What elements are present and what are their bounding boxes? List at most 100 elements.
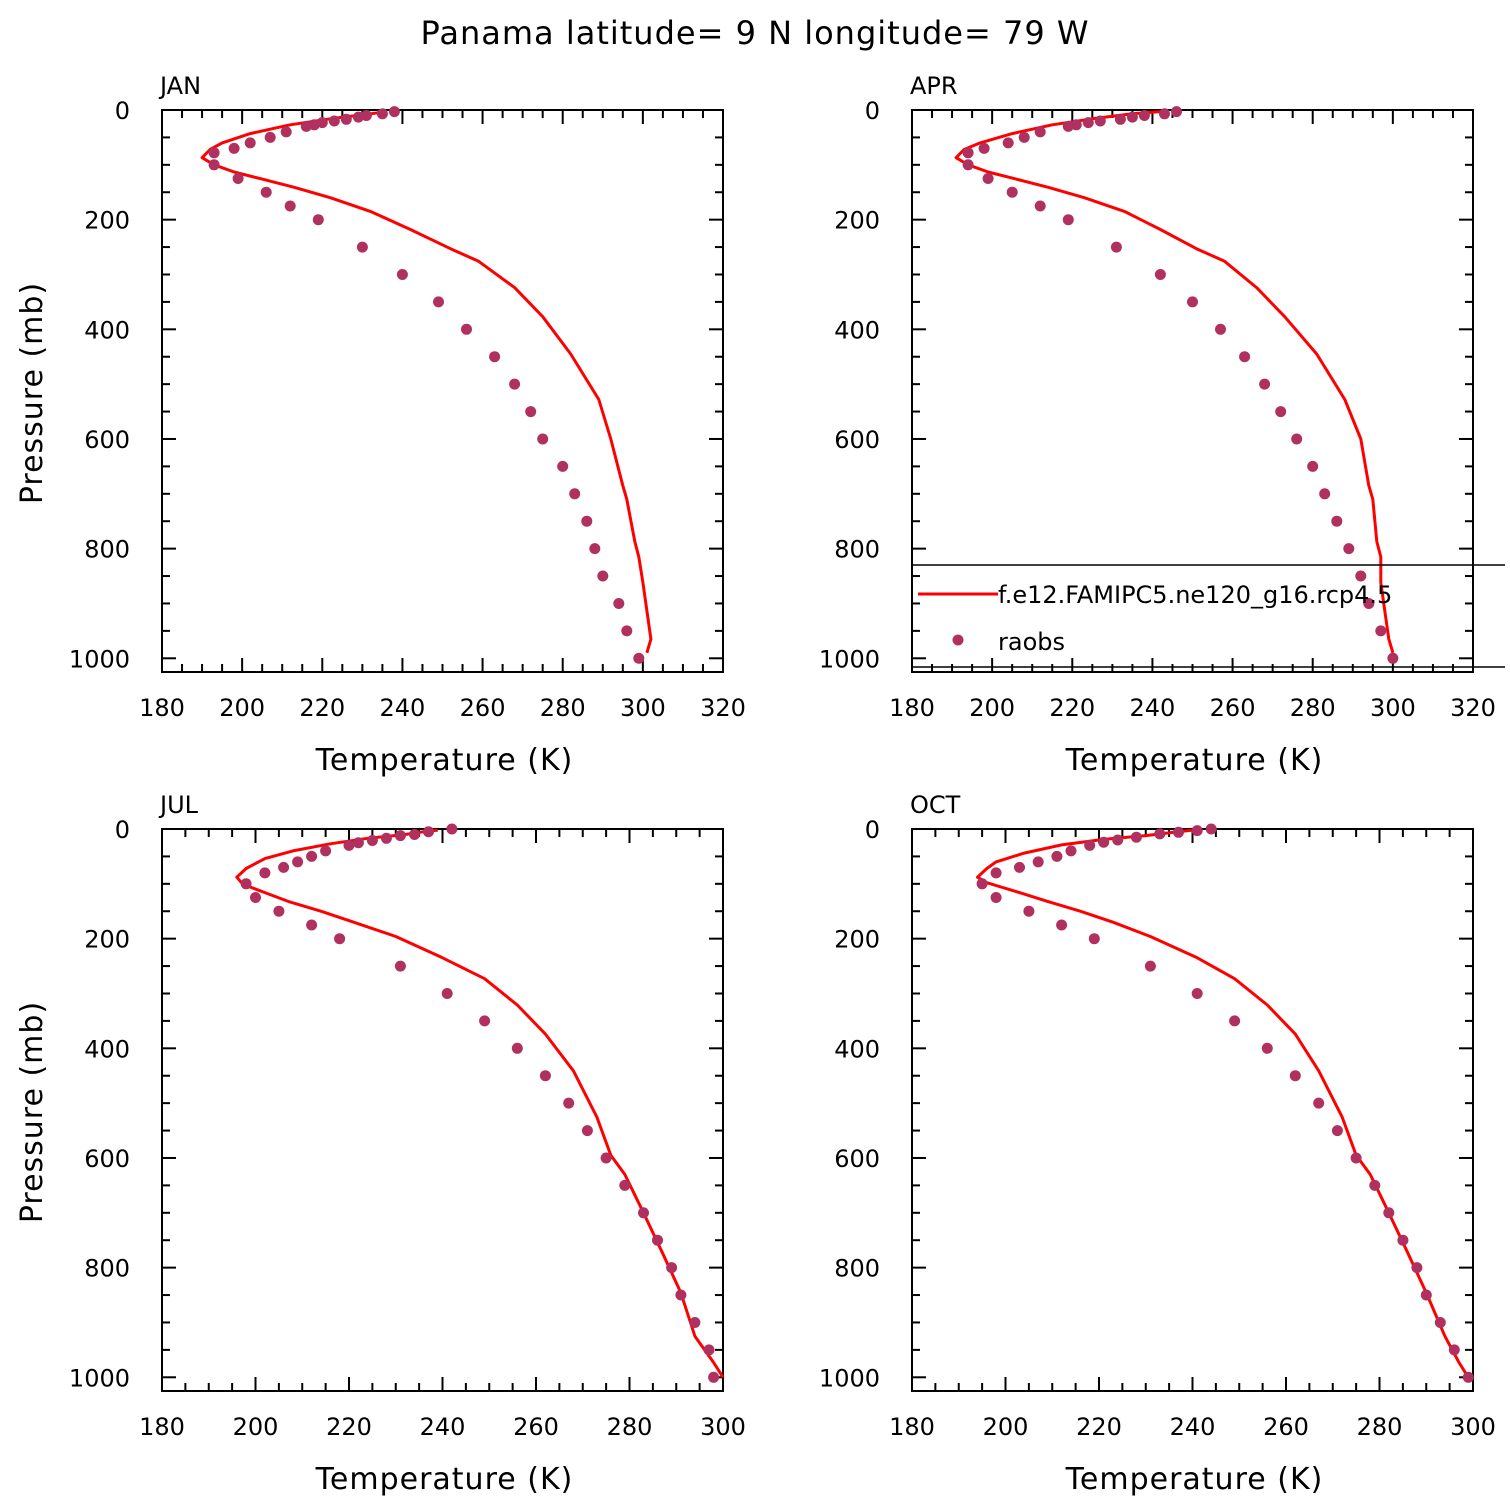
obs-point	[1114, 113, 1126, 125]
y-tick-label: 600	[834, 1145, 880, 1173]
obs-point	[446, 823, 458, 835]
obs-point	[1034, 200, 1046, 212]
obs-point	[1171, 106, 1182, 118]
plot-frame	[161, 828, 724, 1392]
chart-panel-oct: OCT 180 200 220 240 260 280 300 0 200 400 600 800 100…	[819, 791, 1496, 1497]
obs-point	[479, 1015, 491, 1027]
chart-panel-jul: JUL 180 200 220 240 260 280 300 0 200 400 600 800 100…	[15, 791, 746, 1497]
x-tick-label: 280	[1357, 1413, 1403, 1441]
obs-point	[380, 832, 392, 844]
y-tick-label: 800	[84, 1255, 130, 1283]
x-tick-label: 260	[1263, 1413, 1309, 1441]
obs-point	[489, 351, 501, 363]
obs-point	[990, 892, 1002, 903]
obs-point	[1215, 323, 1226, 335]
obs-point	[260, 186, 272, 198]
y-tick-label: 200	[84, 926, 130, 954]
y-tick-label: 1000	[819, 645, 880, 673]
y-axis-title: Pressure (mb)	[15, 1001, 50, 1223]
obs-point	[306, 850, 318, 862]
obs-point	[1138, 110, 1150, 121]
obs-point	[563, 1097, 575, 1109]
obs-point	[613, 598, 625, 609]
model-profile-line	[200, 110, 653, 654]
obs-point	[1411, 1262, 1423, 1274]
obs-point	[1369, 1179, 1381, 1191]
obs-point	[1275, 406, 1287, 418]
x-tick-label: 320	[700, 694, 746, 722]
obs-point	[441, 988, 453, 999]
obs-point	[1062, 214, 1074, 226]
obs-point	[1191, 988, 1203, 999]
obs-point	[1126, 111, 1138, 123]
obs-point	[1006, 186, 1018, 198]
panel-title: OCT	[910, 791, 961, 819]
obs-point	[1187, 296, 1198, 308]
obs-point	[1289, 1070, 1301, 1082]
obs-point	[675, 1289, 687, 1301]
x-tick-label: 260	[1210, 694, 1256, 722]
obs-point	[978, 142, 990, 154]
obs-point	[703, 1344, 715, 1356]
obs-point	[1343, 543, 1355, 555]
obs-point	[1065, 845, 1077, 857]
obs-point	[352, 111, 364, 123]
obs-point	[244, 137, 256, 149]
obs-point	[1363, 598, 1375, 609]
obs-point	[264, 131, 276, 143]
panel-title: JUL	[158, 791, 199, 819]
obs-point	[666, 1262, 678, 1274]
obs-point	[1056, 919, 1068, 931]
y-tick-label: 0	[865, 816, 880, 844]
obs-point	[273, 905, 285, 917]
obs-point	[1434, 1317, 1446, 1328]
obs-point	[1018, 131, 1030, 143]
x-tick-label: 280	[1290, 694, 1336, 722]
y-tick-label: 0	[865, 97, 880, 125]
x-tick-label: 240	[380, 694, 426, 722]
panel-title: JAN	[158, 72, 201, 100]
obs-point	[589, 543, 601, 555]
figure-title: Panama latitude= 9 N longitude= 79 W	[421, 14, 1090, 52]
obs-point	[1082, 117, 1094, 129]
obs-point	[1331, 515, 1343, 527]
obs-point	[259, 867, 271, 879]
x-tick-label: 300	[1370, 694, 1416, 722]
plot-frame	[161, 109, 724, 673]
obs-point	[581, 515, 593, 527]
x-tick-label: 220	[299, 694, 345, 722]
obs-point	[423, 826, 434, 838]
obs-point	[1002, 137, 1014, 149]
x-tick-label: 300	[620, 694, 666, 722]
obs-point	[394, 830, 406, 842]
x-tick-label: 220	[1049, 694, 1095, 722]
obs-point	[376, 108, 388, 120]
obs-point	[1144, 960, 1156, 972]
obs-point	[511, 1042, 523, 1054]
legend: f.e12.FAMIPC5.ne120_g16.rcp4.5 raobs	[913, 564, 1505, 668]
y-tick-label: 600	[84, 426, 130, 454]
obs-point	[208, 159, 220, 171]
obs-point	[581, 1125, 593, 1137]
obs-point	[388, 106, 400, 118]
y-tick-label: 800	[84, 536, 130, 564]
obs-point	[1448, 1344, 1460, 1356]
x-tick-label: 200	[969, 694, 1015, 722]
obs-point	[334, 933, 346, 945]
obs-point	[1094, 115, 1106, 127]
model-profile-line	[235, 828, 725, 1379]
obs-point	[708, 1371, 720, 1383]
obs-point	[982, 173, 994, 184]
y-tick-label: 600	[834, 426, 880, 454]
x-tick-label: 200	[233, 1413, 279, 1441]
x-tick-label: 300	[1450, 1413, 1496, 1441]
obs-point	[569, 488, 581, 500]
obs-point	[278, 861, 290, 873]
obs-point	[1355, 570, 1367, 582]
obs-point	[292, 856, 304, 868]
obs-point	[461, 323, 472, 335]
obs-point	[638, 1207, 649, 1219]
obs-point	[1191, 825, 1203, 837]
obs-point	[232, 173, 244, 184]
obs-point	[208, 147, 220, 159]
